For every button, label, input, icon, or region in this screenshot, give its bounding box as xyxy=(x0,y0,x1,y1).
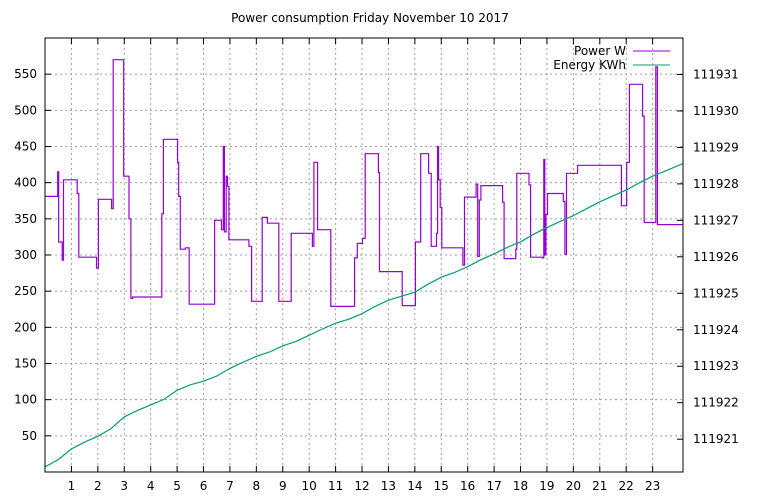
x-tick-label: 6 xyxy=(200,479,208,493)
x-tick-label: 18 xyxy=(513,479,528,493)
y2-tick-label: 111931 xyxy=(693,67,739,81)
y2-tick-label: 111925 xyxy=(693,286,739,300)
y2-tick-label: 111929 xyxy=(693,140,739,154)
y-tick-label: 50 xyxy=(22,429,37,443)
x-tick-label: 9 xyxy=(279,479,287,493)
y-tick-label: 200 xyxy=(14,320,37,334)
x-tick-label: 4 xyxy=(147,479,155,493)
y-axis-right: 111921 111922 111923 111924 111925 111926 1119… xyxy=(677,67,739,446)
x-tick-label: 15 xyxy=(434,479,449,493)
y2-tick-label: 111926 xyxy=(693,250,739,264)
y-tick-label: 250 xyxy=(14,284,37,298)
x-tick-label: 2 xyxy=(94,479,102,493)
x-tick-label: 8 xyxy=(253,479,261,493)
y2-tick-label: 111922 xyxy=(693,396,739,410)
y2-tick-label: 111921 xyxy=(693,432,739,446)
x-tick-label: 3 xyxy=(120,479,128,493)
x-tick-label: 13 xyxy=(381,479,396,493)
y2-tick-label: 111927 xyxy=(693,213,739,227)
y-tick-label: 400 xyxy=(14,176,37,190)
x-tick-label: 21 xyxy=(592,479,607,493)
x-tick-label: 14 xyxy=(407,479,422,493)
legend: Power W Energy KWh xyxy=(553,44,670,72)
y-tick-label: 150 xyxy=(14,357,37,371)
x-tick-label: 19 xyxy=(539,479,554,493)
series-line-power xyxy=(45,59,683,307)
grid xyxy=(45,38,683,472)
chart-title: Power consumption Friday November 10 201… xyxy=(231,11,509,25)
legend-label-energy: Energy KWh xyxy=(553,58,626,72)
y-axis-left: 50 100 150 200 250 300 350 400 450 500 550 xyxy=(14,67,51,443)
y-tick-label: 350 xyxy=(14,212,37,226)
x-tick-label: 1 xyxy=(68,479,76,493)
x-tick-label: 10 xyxy=(302,479,317,493)
x-tick-label: 23 xyxy=(645,479,660,493)
x-tick-label: 17 xyxy=(486,479,501,493)
x-tick-label: 7 xyxy=(226,479,234,493)
y-tick-label: 450 xyxy=(14,140,37,154)
y2-tick-label: 111924 xyxy=(693,323,739,337)
y2-tick-label: 111930 xyxy=(693,104,739,118)
y-tick-label: 550 xyxy=(14,67,37,81)
series-line-energy xyxy=(44,162,684,468)
x-tick-label: 22 xyxy=(619,479,634,493)
x-axis: 1 2 3 4 5 6 7 8 9 10 11 12 13 14 15 16 17 18 19 20 21 22 23 xyxy=(68,38,660,493)
y-tick-label: 100 xyxy=(14,393,37,407)
x-tick-label: 20 xyxy=(566,479,581,493)
series-layer xyxy=(44,59,684,468)
y2-tick-label: 111923 xyxy=(693,359,739,373)
y-tick-label: 500 xyxy=(14,103,37,117)
x-tick-label: 16 xyxy=(460,479,475,493)
x-tick-label: 5 xyxy=(173,479,181,493)
y-tick-label: 300 xyxy=(14,248,37,262)
y2-tick-label: 111928 xyxy=(693,177,739,191)
x-tick-label: 12 xyxy=(354,479,369,493)
x-tick-label: 11 xyxy=(328,479,343,493)
legend-label-power: Power W xyxy=(574,44,626,58)
